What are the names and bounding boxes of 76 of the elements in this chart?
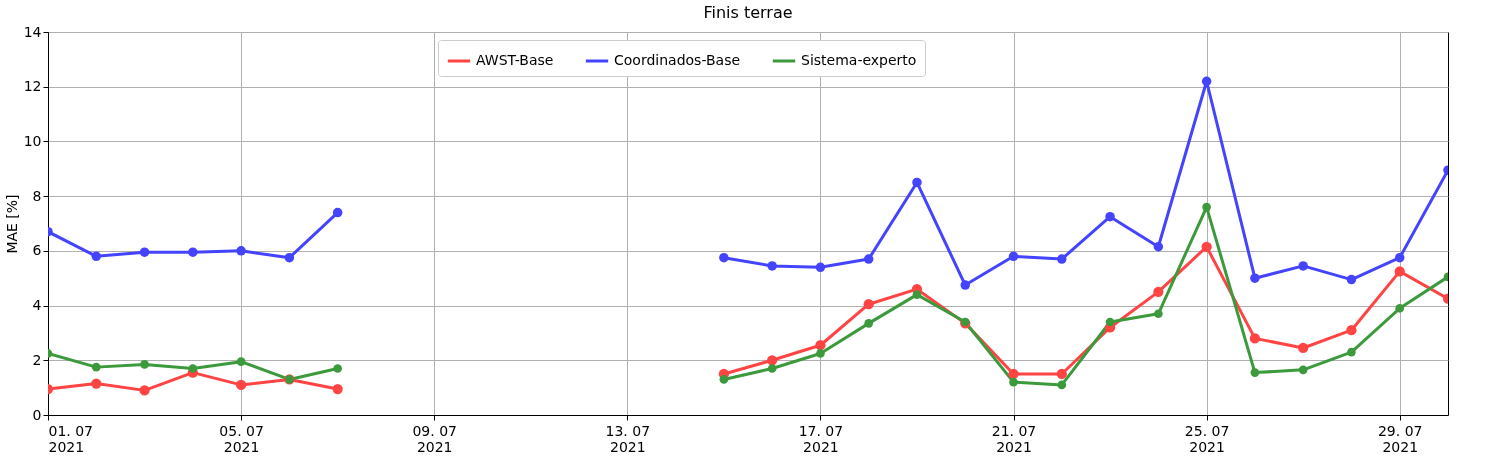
x-tick-label: 09. 07 2021 xyxy=(412,422,457,455)
point xyxy=(91,251,102,262)
point xyxy=(1394,266,1405,277)
point xyxy=(333,364,342,373)
point xyxy=(1202,202,1211,212)
point xyxy=(188,364,198,373)
point xyxy=(1008,251,1019,262)
point xyxy=(1105,317,1115,327)
point xyxy=(960,280,970,290)
point xyxy=(1008,368,1019,380)
point xyxy=(188,247,198,257)
point xyxy=(1057,254,1067,264)
point xyxy=(1056,368,1067,380)
x-tick-label: 17. 07 2021 xyxy=(798,422,844,455)
point xyxy=(1298,261,1308,271)
point xyxy=(816,349,825,358)
point xyxy=(1298,342,1309,354)
y-tick-label: 12 xyxy=(23,78,42,95)
point xyxy=(91,362,101,372)
point xyxy=(1346,274,1357,285)
y-tick-label: 0 xyxy=(32,406,42,423)
point xyxy=(767,355,778,366)
point xyxy=(139,247,150,257)
point xyxy=(91,378,102,389)
point xyxy=(1153,286,1164,298)
point xyxy=(912,177,922,188)
y-axis-title: MAE [%] xyxy=(3,194,20,254)
point xyxy=(1201,76,1212,86)
point xyxy=(863,254,874,264)
point xyxy=(1298,365,1308,375)
x-tick-label: 25. 07 2021 xyxy=(1184,422,1230,455)
y-tick-label: 14 xyxy=(23,23,42,40)
point xyxy=(235,379,247,391)
x-tick-label: 01. 07 2021 xyxy=(48,422,94,455)
point xyxy=(1395,303,1405,313)
chart-title: Finis terrae xyxy=(703,3,793,22)
point xyxy=(1250,368,1260,377)
legend-label: Coordinados-Base xyxy=(614,52,741,68)
point xyxy=(1154,309,1163,319)
point xyxy=(1249,333,1261,344)
point xyxy=(1009,377,1018,387)
point xyxy=(284,252,295,263)
point xyxy=(139,385,150,396)
y-tick-label: 8 xyxy=(32,187,42,204)
point xyxy=(332,383,343,395)
point xyxy=(863,299,874,310)
point xyxy=(1153,242,1164,252)
point xyxy=(1057,380,1067,390)
point xyxy=(767,364,777,373)
y-tick-label: 4 xyxy=(32,297,42,314)
x-tick-label: 29. 07 2021 xyxy=(1377,422,1423,455)
point xyxy=(719,252,729,263)
point xyxy=(815,262,826,273)
point xyxy=(719,375,729,384)
point xyxy=(1346,325,1357,336)
y-tick-label: 2 xyxy=(32,351,42,368)
point xyxy=(815,340,826,351)
x-tick-label: 21. 07 2021 xyxy=(991,422,1037,455)
point xyxy=(1250,273,1260,283)
point xyxy=(912,290,922,299)
point xyxy=(1105,211,1115,222)
point xyxy=(236,357,246,366)
point xyxy=(236,246,246,256)
x-tick-label: 13. 07 2021 xyxy=(605,422,651,455)
point xyxy=(332,207,343,218)
legend-label: AWST-Base xyxy=(476,52,554,68)
y-tick-label: 10 xyxy=(23,132,42,149)
point xyxy=(1394,252,1405,263)
x-tick-label: 05. 07 2021 xyxy=(219,422,264,455)
point xyxy=(864,319,874,328)
point xyxy=(767,261,777,271)
point xyxy=(1347,347,1356,357)
legend-label: Sistema-experto xyxy=(801,52,917,68)
y-tick-label: 6 xyxy=(32,242,42,259)
point xyxy=(140,360,149,369)
point xyxy=(1201,241,1212,252)
